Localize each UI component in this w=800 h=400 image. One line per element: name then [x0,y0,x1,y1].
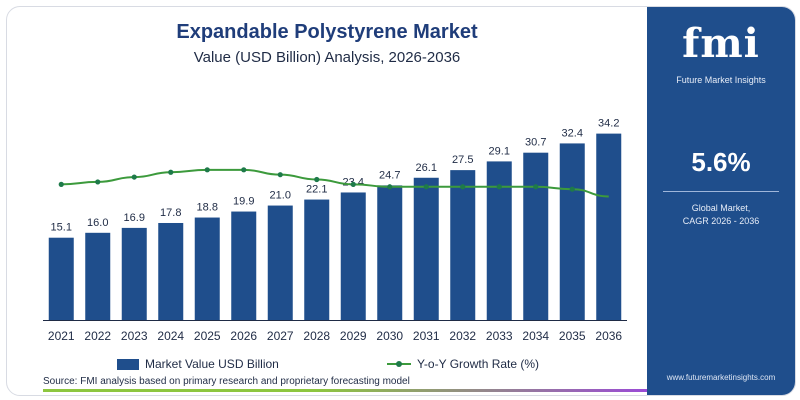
growth-point-2030 [387,184,393,190]
logo-subtitle: Future Market Insights [676,75,766,85]
chart-title: Expandable Polystyrene Market [176,21,478,43]
growth-point-2032 [460,184,466,190]
chart-card: Expandable Polystyrene Market Value (USD… [6,6,796,396]
x-tick-label-2021: 2021 [48,329,75,343]
bar-2025 [194,217,220,320]
growth-point-2027 [277,172,283,178]
x-tick-label-2034: 2034 [522,329,549,343]
growth-point-2033 [496,184,502,190]
growth-point-2034 [533,184,539,190]
bar-value-label-2032: 27.5 [452,154,473,166]
bar-value-label-2030: 24.7 [379,169,400,181]
fmi-logo: fmi [682,20,760,67]
x-tick-label-2031: 2031 [413,329,440,343]
bar-value-label-2035: 32.4 [562,127,583,139]
x-tick-label-2022: 2022 [84,329,111,343]
source-note: Source: FMI analysis based on primary re… [43,376,410,387]
bar-2022 [85,232,111,320]
legend-line-swatch [387,361,411,367]
cagr-label-line2: CAGR 2026 - 2036 [682,216,760,226]
growth-point-2031 [423,184,429,190]
bar-2028 [304,199,330,320]
chart-subtitle: Value (USD Billion) Analysis, 2026-2036 [193,49,461,66]
x-tick-label-2036: 2036 [595,329,622,343]
growth-point-2035 [569,186,575,192]
bar-value-label-2024: 17.8 [160,207,181,219]
bar-2026 [231,211,257,320]
x-tick-label-2033: 2033 [486,329,513,343]
cagr-label-line1: Global Market, [691,203,751,213]
bar-value-label-2025: 18.8 [197,202,218,214]
x-tick-label-2026: 2026 [230,329,257,343]
legend-line-label: Y-o-Y Growth Rate (%) [417,357,540,371]
bar-value-label-2022: 16.0 [87,217,108,229]
bar-2034 [523,152,549,320]
bar-value-label-2021: 15.1 [51,222,72,234]
bar-2030 [377,185,403,320]
growth-point-2029 [350,181,356,187]
bar-value-label-2033: 29.1 [489,145,510,157]
bar-2036 [596,133,622,320]
bar-value-label-2031: 26.1 [416,162,437,174]
growth-point-2026 [241,167,247,173]
growth-point-2028 [314,176,320,183]
bottom-divider [43,389,647,392]
growth-point-2023 [131,174,137,180]
chart-plot: 15.1 2021 16.0 2022 16.9 2023 17.8 2024 18.8 2025… [43,118,627,343]
bar-2027 [267,205,293,320]
bar-2024 [158,222,184,320]
bar-2035 [559,143,585,320]
bar-2021 [48,237,74,320]
x-tick-label-2025: 2025 [194,329,221,343]
growth-point-2022 [95,179,101,185]
side-panel: fmi Future Market Insights 5.6% Global M… [647,7,795,395]
legend-item-growth-rate: Y-o-Y Growth Rate (%) [387,357,539,371]
x-tick-label-2032: 2032 [449,329,476,343]
bar-2029 [340,192,366,320]
bar-value-label-2028: 22.1 [306,184,327,196]
x-tick-label-2023: 2023 [121,329,148,343]
website-url: www.futuremarketinsights.com [666,373,776,382]
growth-point-2025 [204,167,210,173]
panel-divider [663,191,779,192]
x-tick-label-2035: 2035 [559,329,586,343]
growth-point-2021 [58,181,64,187]
bar-value-label-2034: 30.7 [525,137,546,149]
chart-legend: Market Value USD Billion Y-o-Y Growth Ra… [117,357,587,373]
x-tick-label-2027: 2027 [267,329,294,343]
growth-rate-line [61,168,609,198]
x-tick-label-2029: 2029 [340,329,367,343]
bar-2023 [121,227,147,320]
growth-point-2024 [168,169,174,175]
x-tick-label-2030: 2030 [376,329,403,343]
bar-2031 [413,177,439,320]
legend-item-market-value: Market Value USD Billion [117,357,279,371]
legend-bar-swatch [117,358,139,370]
x-tick-label-2028: 2028 [303,329,330,343]
bar-value-label-2036: 34.2 [598,118,619,130]
x-tick-label-2024: 2024 [157,329,184,343]
cagr-value: 5.6% [691,147,751,177]
legend-bar-label: Market Value USD Billion [145,357,279,371]
bar-2032 [450,170,476,320]
bar-value-label-2026: 19.9 [233,196,254,208]
bar-value-label-2027: 21.0 [270,190,291,202]
bar-value-label-2023: 16.9 [124,212,145,224]
